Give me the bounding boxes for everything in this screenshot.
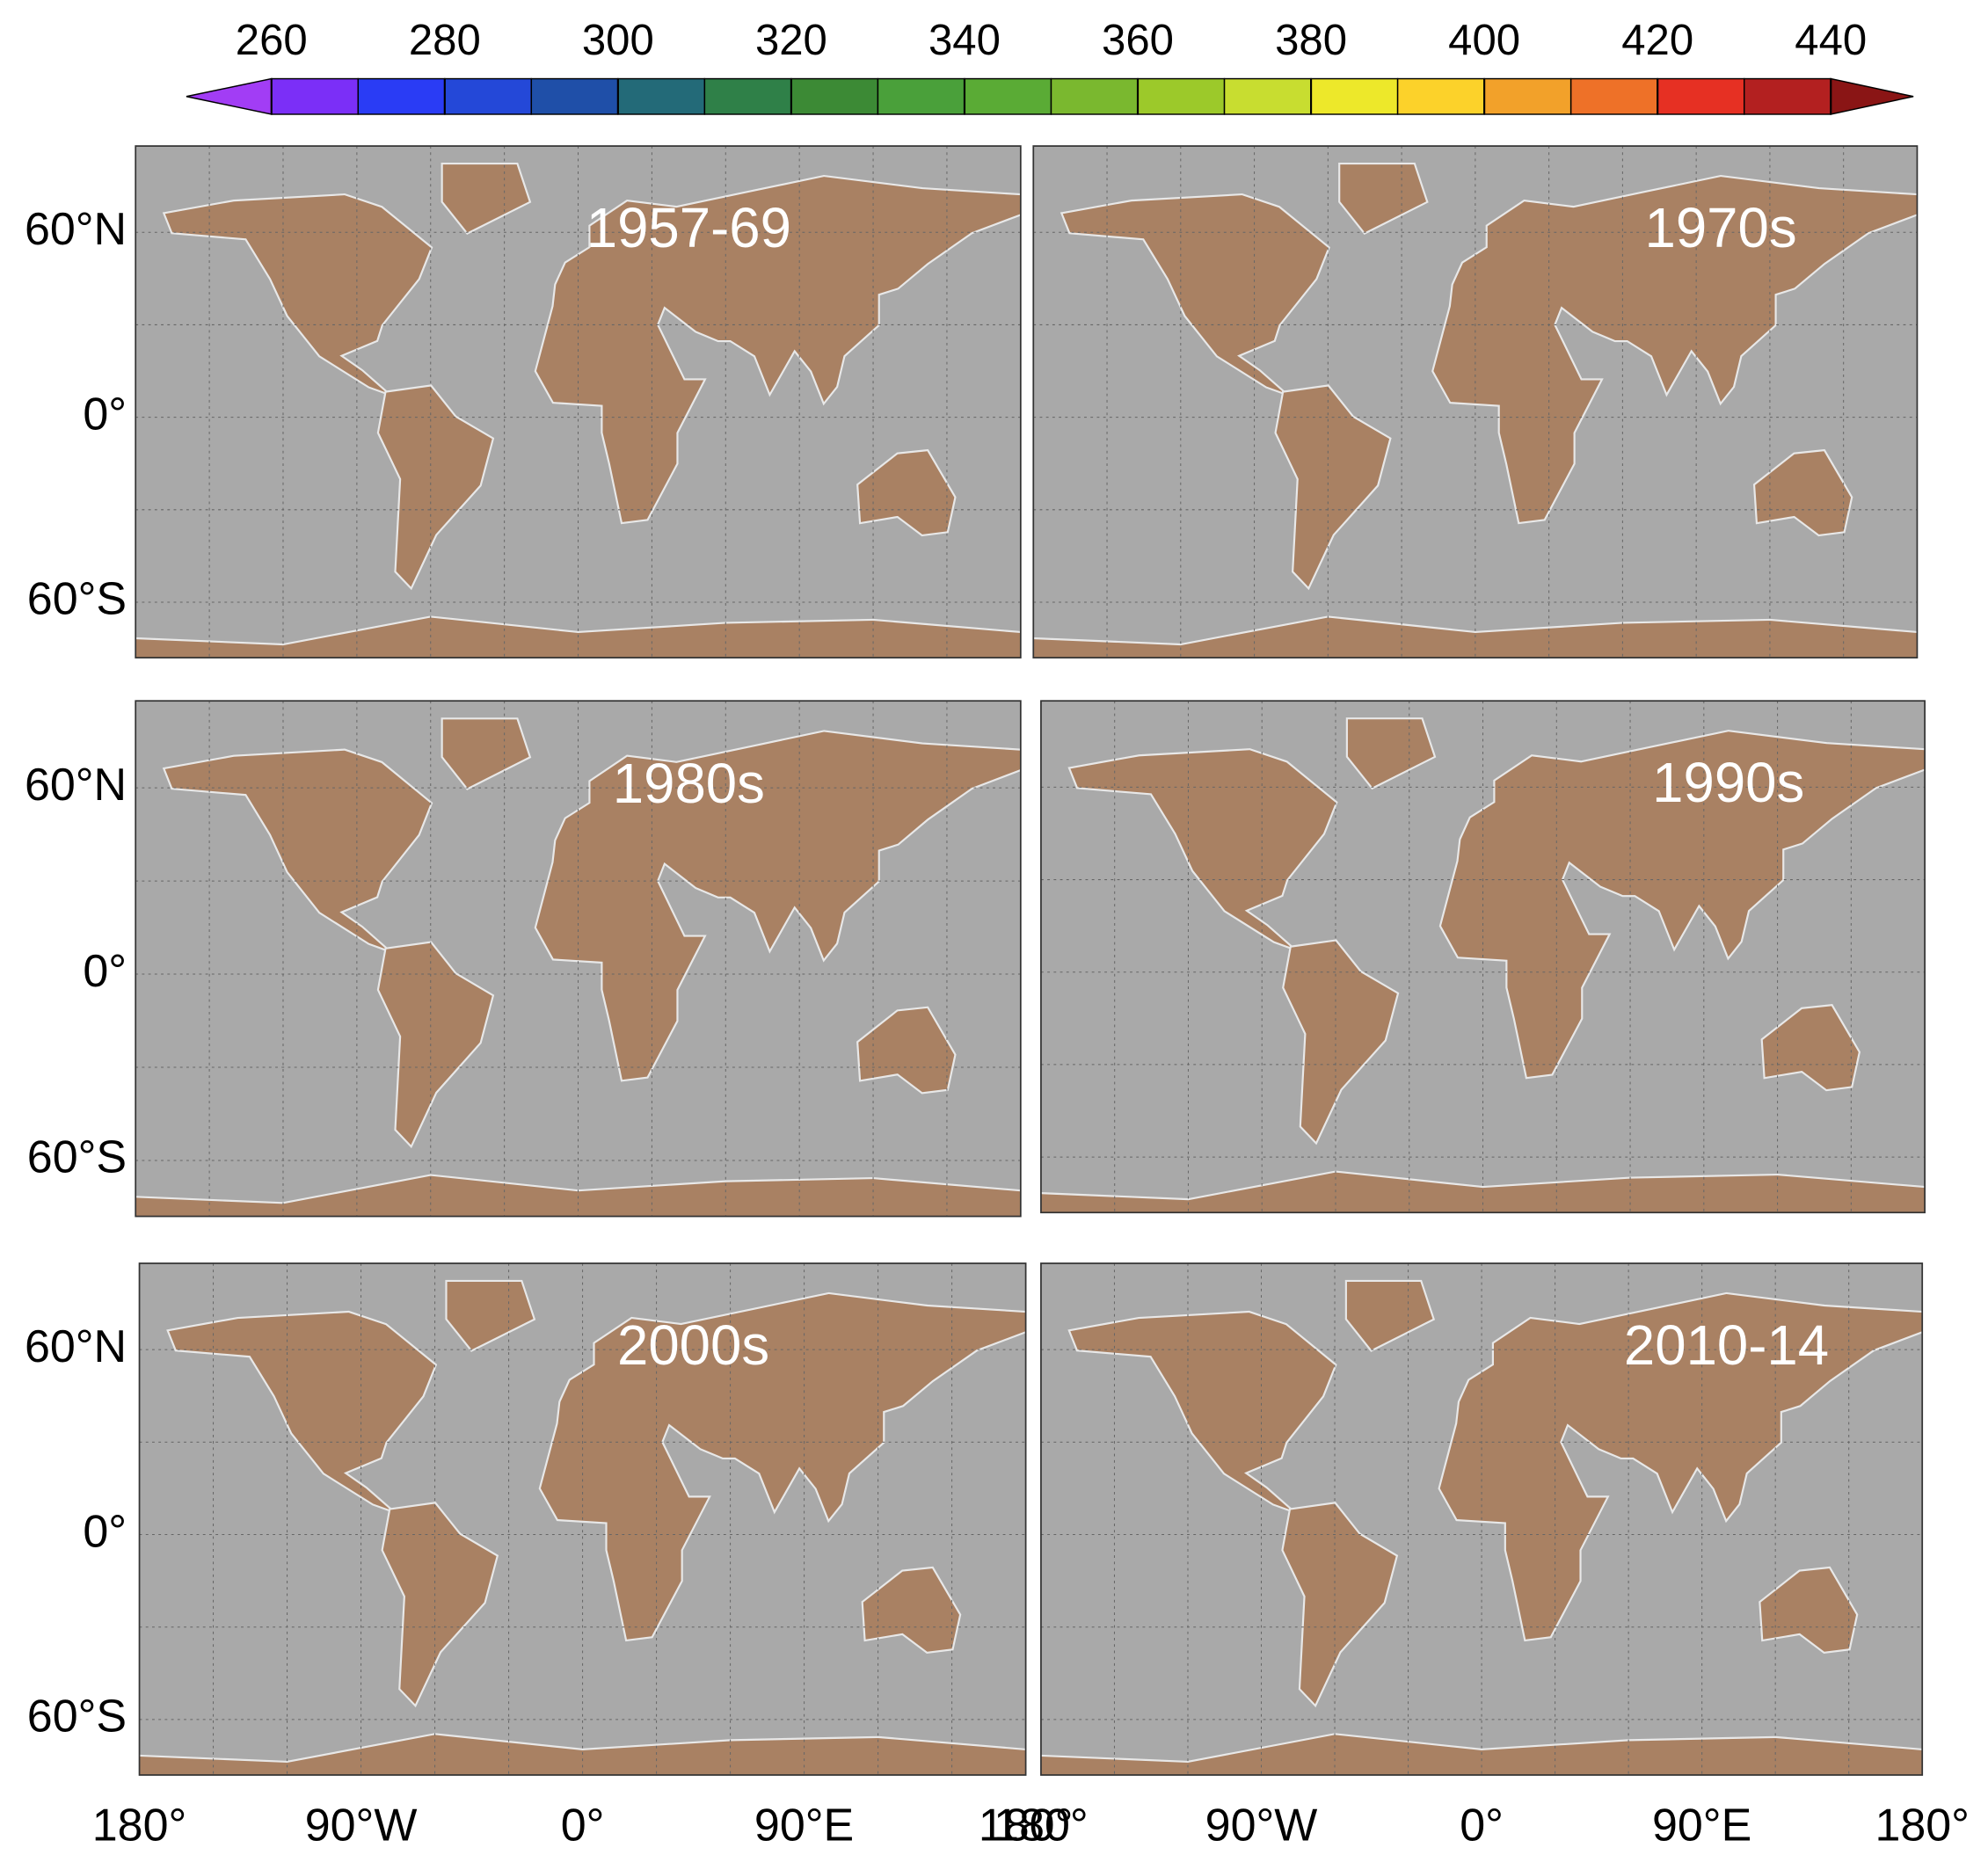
colorbar-tick-label: 440: [1795, 17, 1867, 64]
colorbar-segment: [1483, 77, 1572, 115]
panel-label: 1990s: [1652, 752, 1804, 814]
lat-label: 0°: [83, 1506, 127, 1557]
map-panel: [135, 146, 1021, 658]
colorbar-segment: [444, 77, 533, 115]
continent: [441, 162, 532, 235]
colorbar-tick-label: 300: [582, 17, 654, 64]
continent: [376, 941, 495, 1149]
continent: [1338, 162, 1429, 235]
colorbar-segment: [703, 77, 792, 115]
map-frame: [135, 700, 1022, 1218]
lon-label: 180°: [92, 1800, 187, 1851]
lat-label: 60°S: [27, 1132, 127, 1183]
continent: [445, 1279, 536, 1352]
colorbar-segment: [1657, 77, 1745, 115]
colorbar-segment: [877, 77, 965, 115]
colorbar-tick-label: 360: [1102, 17, 1174, 64]
colorbar-extend-high: [1830, 77, 1914, 115]
colorbar-segment: [1223, 77, 1312, 115]
continent: [1759, 1566, 1859, 1655]
lon-label: 90°W: [305, 1800, 418, 1851]
colorbar-segment: [357, 77, 446, 115]
panel-label: 1970s: [1645, 197, 1797, 259]
colorbar-segment: [1310, 77, 1399, 115]
colorbar-tick-label: 380: [1275, 17, 1347, 64]
map-frame: [1040, 1262, 1924, 1776]
continent: [1752, 448, 1853, 537]
colorbar-segment: [1743, 77, 1831, 115]
lat-label: 60°N: [25, 204, 127, 255]
continent: [856, 448, 957, 537]
colorbar-tick-label: 280: [409, 17, 481, 64]
map-panel: [135, 701, 1021, 1217]
lon-label: 90°E: [754, 1800, 854, 1851]
colorbar-segment: [964, 77, 1052, 115]
continent: [1067, 748, 1338, 949]
lon-label: 180°: [994, 1800, 1089, 1851]
continent: [1760, 1004, 1861, 1092]
lat-label: 60°S: [27, 574, 127, 625]
continent: [381, 1502, 499, 1708]
lon-label: 180°: [979, 1800, 1074, 1851]
continent: [1274, 384, 1392, 591]
continent: [1345, 717, 1437, 790]
continent: [162, 193, 433, 395]
colorbar-segment: [1569, 77, 1658, 115]
lat-label: 0°: [83, 946, 127, 997]
panel-label: 2000s: [617, 1314, 769, 1377]
panel-label: 1980s: [613, 753, 765, 815]
continent: [441, 717, 532, 790]
lon-label: 0°: [561, 1800, 605, 1851]
map-frame: [135, 145, 1022, 658]
colorbar-segment: [1050, 77, 1139, 115]
map-panel: [1040, 701, 1926, 1213]
lat-label: 60°N: [25, 1321, 127, 1372]
lat-label: 60°N: [25, 760, 127, 811]
lon-label: 90°E: [1652, 1800, 1751, 1851]
colorbar-segment: [1396, 77, 1485, 115]
panel-label: 1957-69: [586, 197, 791, 259]
continent: [1281, 1502, 1399, 1708]
colorbar-segment: [1137, 77, 1226, 115]
continent: [166, 1310, 438, 1512]
map-frame: [138, 1262, 1027, 1776]
lon-label: 180°: [1875, 1800, 1970, 1851]
map-frame: [1040, 700, 1926, 1214]
colorbar-tick-label: 260: [236, 17, 308, 64]
colorbar-segment: [617, 77, 706, 115]
map-panel: [1040, 1262, 1923, 1776]
continent: [1060, 193, 1330, 395]
continent: [861, 1566, 962, 1655]
continent: [1282, 939, 1400, 1146]
colorbar-segment: [530, 77, 619, 115]
colorbar-segment: [271, 77, 359, 115]
map-frame: [1032, 145, 1919, 658]
lon-label: 0°: [1460, 1800, 1504, 1851]
continent: [1067, 1310, 1337, 1512]
colorbar-tick-label: 340: [928, 17, 1001, 64]
lat-label: 60°S: [27, 1691, 127, 1742]
colorbar-tick-label: 420: [1621, 17, 1693, 64]
map-panel: [1033, 146, 1918, 658]
colorbar-tick-label: 400: [1448, 17, 1520, 64]
lon-label: 90°W: [1205, 1800, 1318, 1851]
continent: [162, 748, 433, 951]
colorbar-extend-low: [186, 77, 273, 115]
continent: [376, 384, 495, 591]
map-panel: [139, 1262, 1026, 1776]
colorbar-segment: [790, 77, 879, 115]
colorbar-tick-label: 320: [755, 17, 827, 64]
continent: [1344, 1279, 1436, 1352]
lat-label: 0°: [83, 389, 127, 440]
panel-label: 2010-14: [1624, 1314, 1829, 1377]
